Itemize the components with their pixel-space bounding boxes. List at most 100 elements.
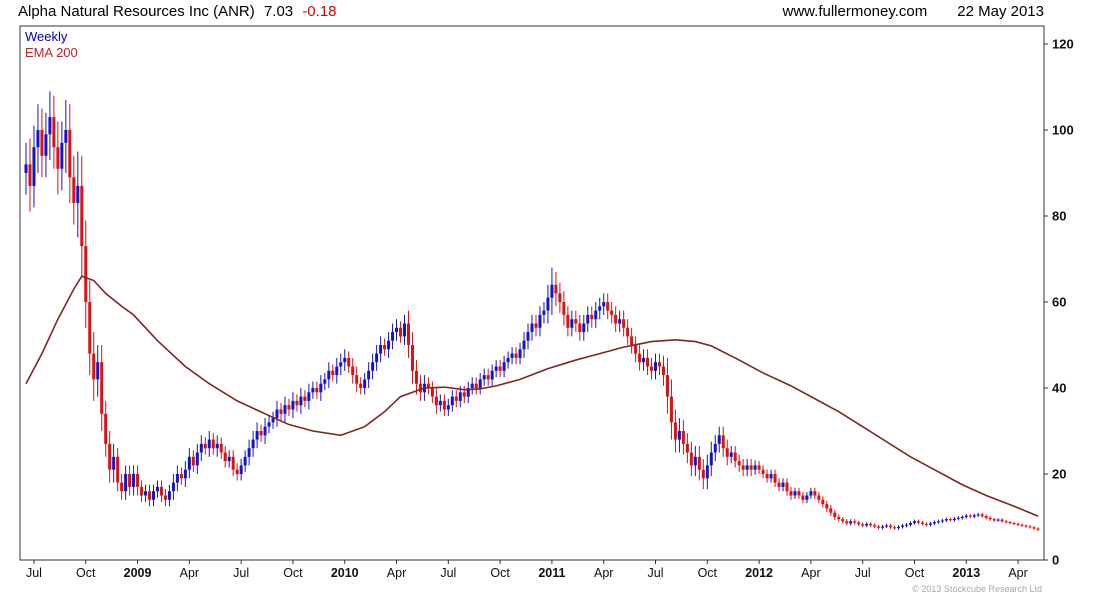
candle-body [506, 357, 510, 363]
candle-body [255, 431, 259, 440]
candle-body [745, 465, 749, 470]
x-tick-label: Oct [490, 566, 510, 580]
candle-body [669, 396, 673, 423]
candle-body [893, 527, 897, 529]
candle-body [88, 302, 92, 354]
candle-body [932, 522, 936, 524]
candle-body [482, 375, 486, 380]
candle-body [928, 523, 932, 525]
x-tick-label: Jul [440, 566, 456, 580]
candle-body [801, 495, 805, 500]
candle-body [36, 130, 40, 148]
candle-body [159, 486, 163, 496]
candle-body [865, 523, 869, 526]
candle-body [673, 422, 677, 440]
candle-body [1020, 524, 1024, 526]
candle-body [144, 491, 148, 496]
candle-body [924, 523, 928, 525]
candle-body [952, 518, 956, 521]
candle-body [291, 400, 295, 410]
candle-body [490, 370, 494, 380]
candle-body [861, 524, 865, 526]
candle-body [821, 499, 825, 505]
candle-body [769, 474, 773, 479]
candle-body [972, 515, 976, 517]
candle-body [845, 521, 849, 524]
candle-body [765, 474, 769, 479]
candle-body [227, 456, 231, 462]
y-tick-label: 120 [1052, 37, 1074, 52]
candle-body [215, 443, 219, 449]
candle-body [307, 392, 311, 401]
candle-body [574, 319, 578, 324]
candle-body [120, 482, 124, 492]
candle-body [737, 461, 741, 466]
candle-body [1008, 522, 1012, 524]
candle-body [351, 366, 355, 376]
candle-body [335, 366, 339, 376]
candle-body [916, 521, 920, 523]
candle-body [299, 396, 303, 406]
candle-body [498, 366, 502, 371]
candle-body [163, 495, 167, 500]
x-tick-label: 2010 [331, 566, 359, 580]
candle-body [709, 452, 713, 466]
candle-body [909, 523, 913, 525]
candle-body [626, 327, 630, 337]
candle-body [363, 379, 367, 388]
candle-body [773, 474, 777, 483]
candle-body [151, 491, 155, 500]
candle-body [315, 388, 319, 393]
candle-body [331, 370, 335, 376]
candle-body [28, 164, 32, 186]
candle-body [502, 362, 506, 371]
candle-body [355, 375, 359, 384]
instrument-title: Alpha Natural Resources Inc (ANR) [18, 3, 255, 20]
candle-body [689, 452, 693, 466]
x-tick-label: Jul [26, 566, 42, 580]
candle-body [638, 353, 642, 363]
candle-body [853, 521, 857, 523]
candle-body [263, 426, 267, 436]
candle-body [24, 164, 28, 173]
candle-body [136, 474, 140, 487]
candle-body [614, 314, 618, 324]
candle-body [116, 456, 120, 483]
candle-body [359, 383, 363, 388]
y-tick-label: 40 [1052, 381, 1066, 396]
candle-body [901, 525, 905, 527]
candle-body [920, 522, 924, 524]
candle-body [195, 452, 199, 466]
candle-body [618, 319, 622, 324]
candle-body [434, 396, 438, 406]
candle-body [251, 439, 255, 449]
candle-body [598, 306, 602, 311]
candle-body [311, 388, 315, 393]
candle-body [403, 323, 407, 337]
candle-body [622, 319, 626, 328]
candle-body [729, 452, 733, 457]
candle-body [171, 482, 175, 492]
candle-body [558, 293, 562, 302]
chart-header: Alpha Natural Resources Inc (ANR) 7.03 -… [18, 3, 1044, 20]
candle-body [912, 521, 916, 524]
candle-body [383, 345, 387, 350]
x-tick-label: Oct [76, 566, 96, 580]
candle-body [1036, 528, 1040, 530]
candle-body [470, 383, 474, 388]
candle-body [594, 310, 598, 320]
candle-body [275, 409, 279, 419]
candle-body [140, 486, 144, 496]
candle-body [881, 526, 885, 528]
candle-body [582, 323, 586, 333]
candle-body [550, 284, 554, 298]
candle-body [797, 491, 801, 496]
candle-body [132, 474, 136, 487]
candle-body [466, 388, 470, 397]
candle-body [693, 456, 697, 466]
candle-body [885, 525, 889, 527]
candle-body [199, 443, 203, 453]
candle-body [781, 482, 785, 487]
candle-body [303, 396, 307, 401]
candle-body [905, 524, 909, 526]
